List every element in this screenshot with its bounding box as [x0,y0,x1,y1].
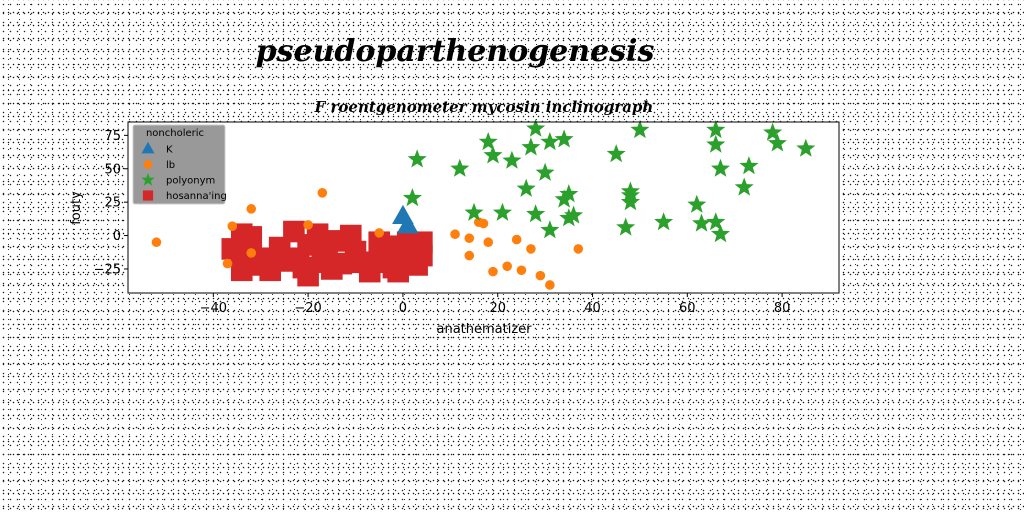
data-point [502,150,522,169]
data-point [711,224,730,243]
data-point [711,158,730,177]
data-point [478,132,498,151]
legend-title: noncholeric [146,128,204,139]
data-point [526,204,546,223]
y-tick-label: 0 [113,229,121,244]
series-circle [151,188,584,290]
data-point [692,213,712,232]
y-axis-label: fouty [69,191,84,225]
data-point [526,244,536,254]
data-point [796,138,816,157]
data-point [246,204,257,214]
data-point [478,218,489,229]
data-point [654,212,674,231]
figure-suptitle: pseudoparthenogenesis [255,34,655,69]
x-tick-label: 0 [399,301,407,316]
data-point [317,188,328,198]
legend-marker [141,173,155,186]
data-point [464,233,475,244]
x-tick-label: 60 [679,301,696,316]
data-point [511,234,522,245]
data-point [516,178,536,197]
data-point [488,266,498,277]
legend-label: polyonym [166,176,215,187]
data-point [535,270,546,281]
data-point [573,244,584,254]
x-tick-label: −20 [294,301,321,316]
data-point [502,261,512,272]
data-point [734,177,754,196]
legend-marker [141,141,155,154]
data-point [540,132,560,151]
y-tick-label: −25 [94,262,121,277]
data-point [559,184,579,203]
x-tick-label: 40 [584,301,601,316]
data-point [450,229,460,240]
data-marks [151,118,816,290]
data-point [303,220,313,230]
x-axis-label: anathematizer [436,322,532,337]
data-point [545,280,555,290]
data-point [526,118,546,137]
data-point [396,214,419,234]
data-point [246,248,257,258]
data-point [540,220,560,239]
series-triangle [392,204,419,234]
series-star [402,118,816,243]
x-tick-label: 20 [489,301,506,316]
plot-frame [127,121,840,294]
y-tick-label: 25 [104,196,121,211]
data-point [620,185,640,204]
data-point [151,237,162,248]
data-point [516,265,527,276]
data-point [492,202,512,221]
data-point [767,133,787,152]
data-point [763,122,783,141]
data-point [687,194,707,213]
series-square [221,220,433,287]
data-point [464,250,475,261]
axes: −40 −20 0 20 40 60 80 −25 0 25 50 75 [94,129,791,316]
data-point [222,258,233,269]
legend-label: K [166,145,173,156]
data-point [554,129,574,148]
data-point [521,137,541,156]
legend-box [132,124,226,205]
x-tick-label: −40 [200,301,227,316]
data-point [483,237,494,248]
data-point [616,217,636,236]
data-point [739,156,759,175]
data-point [483,145,503,164]
data-point [706,212,726,231]
data-point [706,120,726,139]
legend-marker [143,160,153,169]
data-point [227,221,238,232]
data-point [464,202,484,221]
data-point [564,205,584,224]
y-tick-label: 50 [104,162,121,177]
data-point [407,149,427,168]
data-point [450,158,470,177]
data-point [620,192,640,211]
legend: noncholeric Klb polyonym hosanna'ing [132,124,227,205]
data-point [374,228,385,238]
data-point [559,208,579,227]
legend-marker [142,190,154,201]
y-tick-label: 75 [104,129,121,144]
data-point [606,144,626,163]
data-point [402,188,422,207]
legend-label: lb [166,160,175,171]
chart-title: F roentgenometer mycosin inclinograph [314,98,654,116]
legend-label: hosanna'ing [166,191,227,202]
data-point [706,134,726,153]
data-point [535,162,555,181]
data-point [630,120,650,139]
data-point [411,244,433,267]
x-tick-label: 80 [774,301,791,316]
